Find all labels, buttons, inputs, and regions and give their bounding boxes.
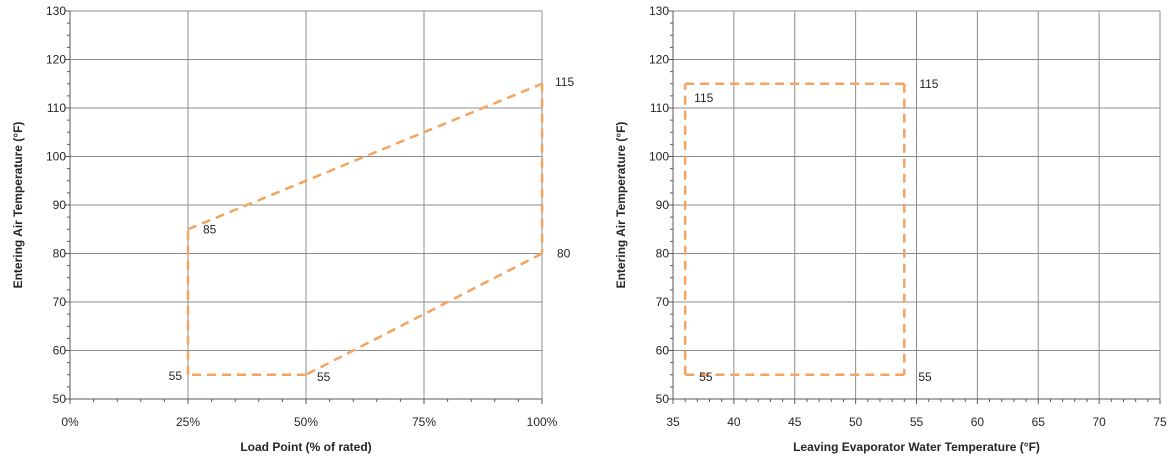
point-label: 115 xyxy=(555,75,574,89)
point-label: 55 xyxy=(918,370,932,384)
x-tick-label: 75 xyxy=(1153,415,1167,429)
x-tick-label: 25% xyxy=(176,415,200,429)
y-tick-label: 130 xyxy=(46,4,66,18)
y-tick-label: 80 xyxy=(53,247,67,261)
y-tick-label: 110 xyxy=(47,101,66,115)
y-tick-label: 70 xyxy=(656,295,670,309)
y-axis-title: Entering Air Temperature (°F) xyxy=(11,122,25,289)
y-tick-label: 100 xyxy=(46,150,66,164)
point-label: 85 xyxy=(203,222,217,236)
y-tick-label: 90 xyxy=(656,198,670,212)
x-tick-label: 100% xyxy=(527,415,558,429)
y-tick-label: 110 xyxy=(650,101,669,115)
y-tick-label: 60 xyxy=(53,344,67,358)
point-label: 80 xyxy=(557,247,571,261)
y-tick-label: 70 xyxy=(53,295,67,309)
x-tick-label: 75% xyxy=(412,415,436,429)
x-axis-title: Load Point (% of rated) xyxy=(240,440,371,454)
gridlines xyxy=(70,10,543,399)
point-label: 115 xyxy=(919,77,938,91)
y-tick-label: 60 xyxy=(656,344,670,358)
x-tick-label: 45 xyxy=(788,415,802,429)
x-tick-label: 65 xyxy=(1032,415,1046,429)
x-tick-label: 50% xyxy=(294,415,318,429)
y-tick-label: 80 xyxy=(656,247,670,261)
y-tick-label: 50 xyxy=(53,392,67,406)
x-tick-label: 70 xyxy=(1092,415,1106,429)
y-tick-label: 120 xyxy=(46,53,66,67)
y-tick-label: 120 xyxy=(649,53,669,67)
x-tick-label: 55 xyxy=(910,415,924,429)
x-tick-label: 0% xyxy=(61,415,79,429)
y-tick-label: 50 xyxy=(656,392,670,406)
x-axis-title: Leaving Evaporator Water Temperature (°F… xyxy=(793,440,1040,454)
point-label: 55 xyxy=(169,369,183,383)
chart-load-point: 50 60 70 80 90 100 110 120 130 0% 25% 50% 75% 100% Loa… xyxy=(11,4,574,454)
x-tick-label: 60 xyxy=(971,415,985,429)
y-tick-label: 130 xyxy=(649,4,669,18)
gridlines xyxy=(673,10,1161,399)
y-axis-title: Entering Air Temperature (°F) xyxy=(614,122,628,289)
x-tick-label: 35 xyxy=(666,415,680,429)
x-tick-label: 50 xyxy=(849,415,863,429)
envelope-segment xyxy=(187,82,543,231)
x-tick-label: 40 xyxy=(727,415,741,429)
point-label: 55 xyxy=(699,370,713,384)
point-label: 55 xyxy=(317,370,331,384)
y-tick-label: 100 xyxy=(649,150,669,164)
point-label: 115 xyxy=(694,91,713,105)
y-tick-label: 90 xyxy=(53,198,67,212)
